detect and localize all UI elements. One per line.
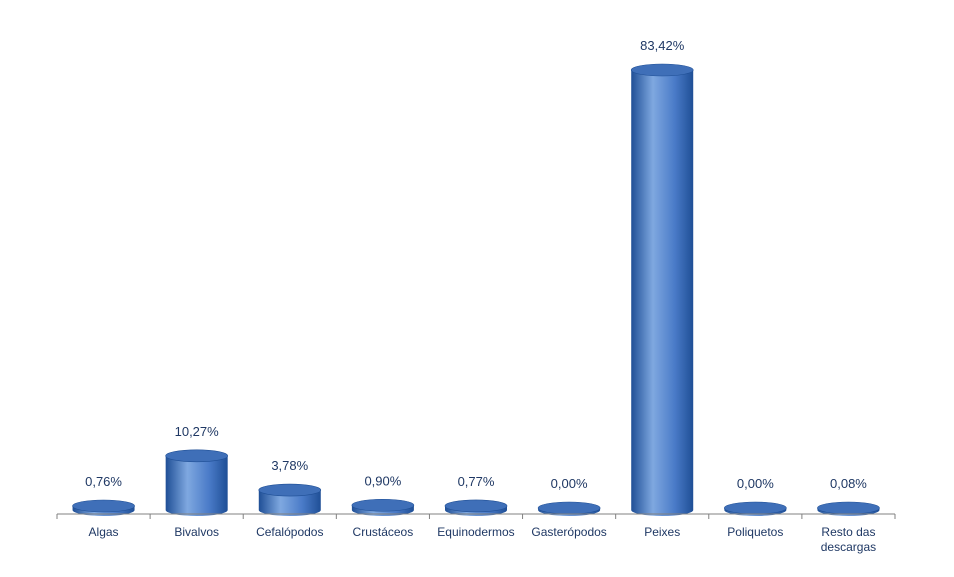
category-label: Algas <box>89 525 119 539</box>
data-label: 0,76% <box>85 474 122 489</box>
bar-top-cap <box>165 449 228 463</box>
bar <box>351 498 415 516</box>
bar-top-cap <box>351 498 415 512</box>
bar-top-cap <box>630 63 694 77</box>
category-label: Crustáceos <box>353 525 414 539</box>
category-labels-layer: Algas Bivalvos Cefalópodos Crustáceos Equino… <box>89 525 877 554</box>
category-label: Cefalópodos <box>256 525 323 539</box>
category-label: Resto das descargas <box>821 525 876 554</box>
bar-top-cap <box>72 499 135 513</box>
data-label: 0,90% <box>364 473 401 488</box>
bar-body <box>165 455 228 516</box>
bar-top-cap <box>258 483 322 497</box>
bar-top-cap <box>444 499 508 513</box>
category-label: Poliquetos <box>727 525 783 539</box>
bar <box>165 449 228 516</box>
data-labels-layer: 0,76% 10,27% 3,78% 0,90% 0,77% 0,00% 83,42% 0,0… <box>85 38 867 491</box>
category-label: Peixes <box>644 525 680 539</box>
bar-top-cap <box>724 501 787 515</box>
data-label: 83,42% <box>640 38 685 53</box>
bar-body <box>631 70 694 516</box>
data-label: 0,00% <box>551 476 588 491</box>
data-label: 3,78% <box>271 458 308 473</box>
bars-layer <box>72 63 880 516</box>
data-label: 0,08% <box>830 476 867 491</box>
bar <box>444 499 508 516</box>
category-label: Gasterópodos <box>531 525 606 539</box>
category-label: Bivalvos <box>174 525 219 539</box>
data-label: 0,00% <box>737 476 774 491</box>
bar <box>630 63 694 516</box>
x-axis-ticks <box>56 514 896 519</box>
bar-top-cap <box>537 501 601 515</box>
data-label: 10,27% <box>175 424 220 439</box>
bar <box>72 499 135 516</box>
category-label: Equinodermos <box>437 525 514 539</box>
bar-body <box>258 490 321 516</box>
bar-top-cap <box>817 501 880 515</box>
bar <box>258 483 322 516</box>
data-label: 0,77% <box>458 474 495 489</box>
